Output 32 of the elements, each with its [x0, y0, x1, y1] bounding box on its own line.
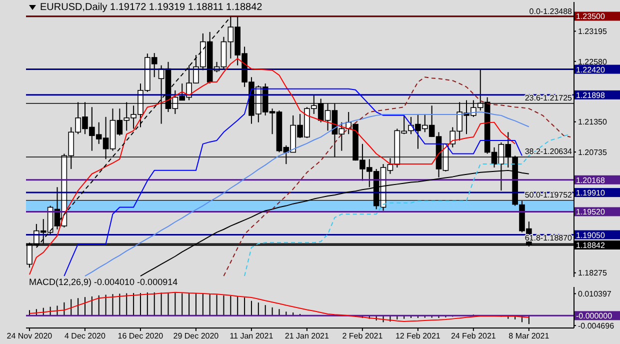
- y-tick-label: 1.22580: [578, 57, 608, 66]
- x-tick-label: 8 Mar 2021: [508, 332, 550, 341]
- annotation: 50.0-1.19752: [524, 190, 573, 200]
- y-tick-label: 1.18275: [578, 268, 608, 278]
- x-tick-label: 24 Nov 2020: [6, 332, 53, 341]
- x-tick-label: 21 Jan 2021: [284, 332, 330, 341]
- chart-title: EURUSD,Daily 1.19172 1.19319 1.18811 1.18842: [40, 2, 262, 13]
- ref-line-label: 1.20168: [576, 176, 606, 185]
- x-tick-label: 24 Feb 2021: [450, 332, 496, 341]
- y-tick-label: 1.21350: [578, 118, 608, 127]
- ref-line-label: -0.000000: [576, 312, 613, 321]
- ref-line-label: 1.22420: [576, 65, 606, 74]
- ref-line-label: 1.21898: [576, 90, 606, 100]
- x-tick-label: 29 Dec 2020: [173, 332, 220, 341]
- x-tick-label: 12 Feb 2021: [395, 332, 441, 341]
- ref-line-label: 1.18842: [576, 240, 606, 250]
- annotation: 0.0-1.23488: [529, 6, 573, 16]
- ref-line-label: 1.19910: [576, 188, 606, 198]
- ref-line-label: 1.19520: [576, 208, 606, 217]
- x-tick-label: 16 Dec 2020: [118, 332, 164, 341]
- y-tick-label: -0.004696: [578, 321, 615, 330]
- ref-line-label: 1.23500: [576, 12, 606, 22]
- x-tick-label: 4 Dec 2020: [64, 332, 106, 341]
- ref-line-label: 1.19050: [576, 230, 606, 240]
- y-tick-label: 1.20735: [578, 148, 608, 157]
- annotation: 38.2-1.20634: [524, 146, 573, 156]
- y-tick-label: 1.23195: [578, 27, 608, 36]
- x-tick-label: 11 Jan 2021: [230, 332, 274, 341]
- x-tick-label: 2 Feb 2021: [342, 332, 384, 341]
- y-tick-label: 0.010397: [578, 290, 612, 299]
- annotation: 23.6-1.21725: [524, 93, 573, 102]
- chart-title: MACD(12,26,9) -0.004010 -0.000914: [29, 277, 178, 287]
